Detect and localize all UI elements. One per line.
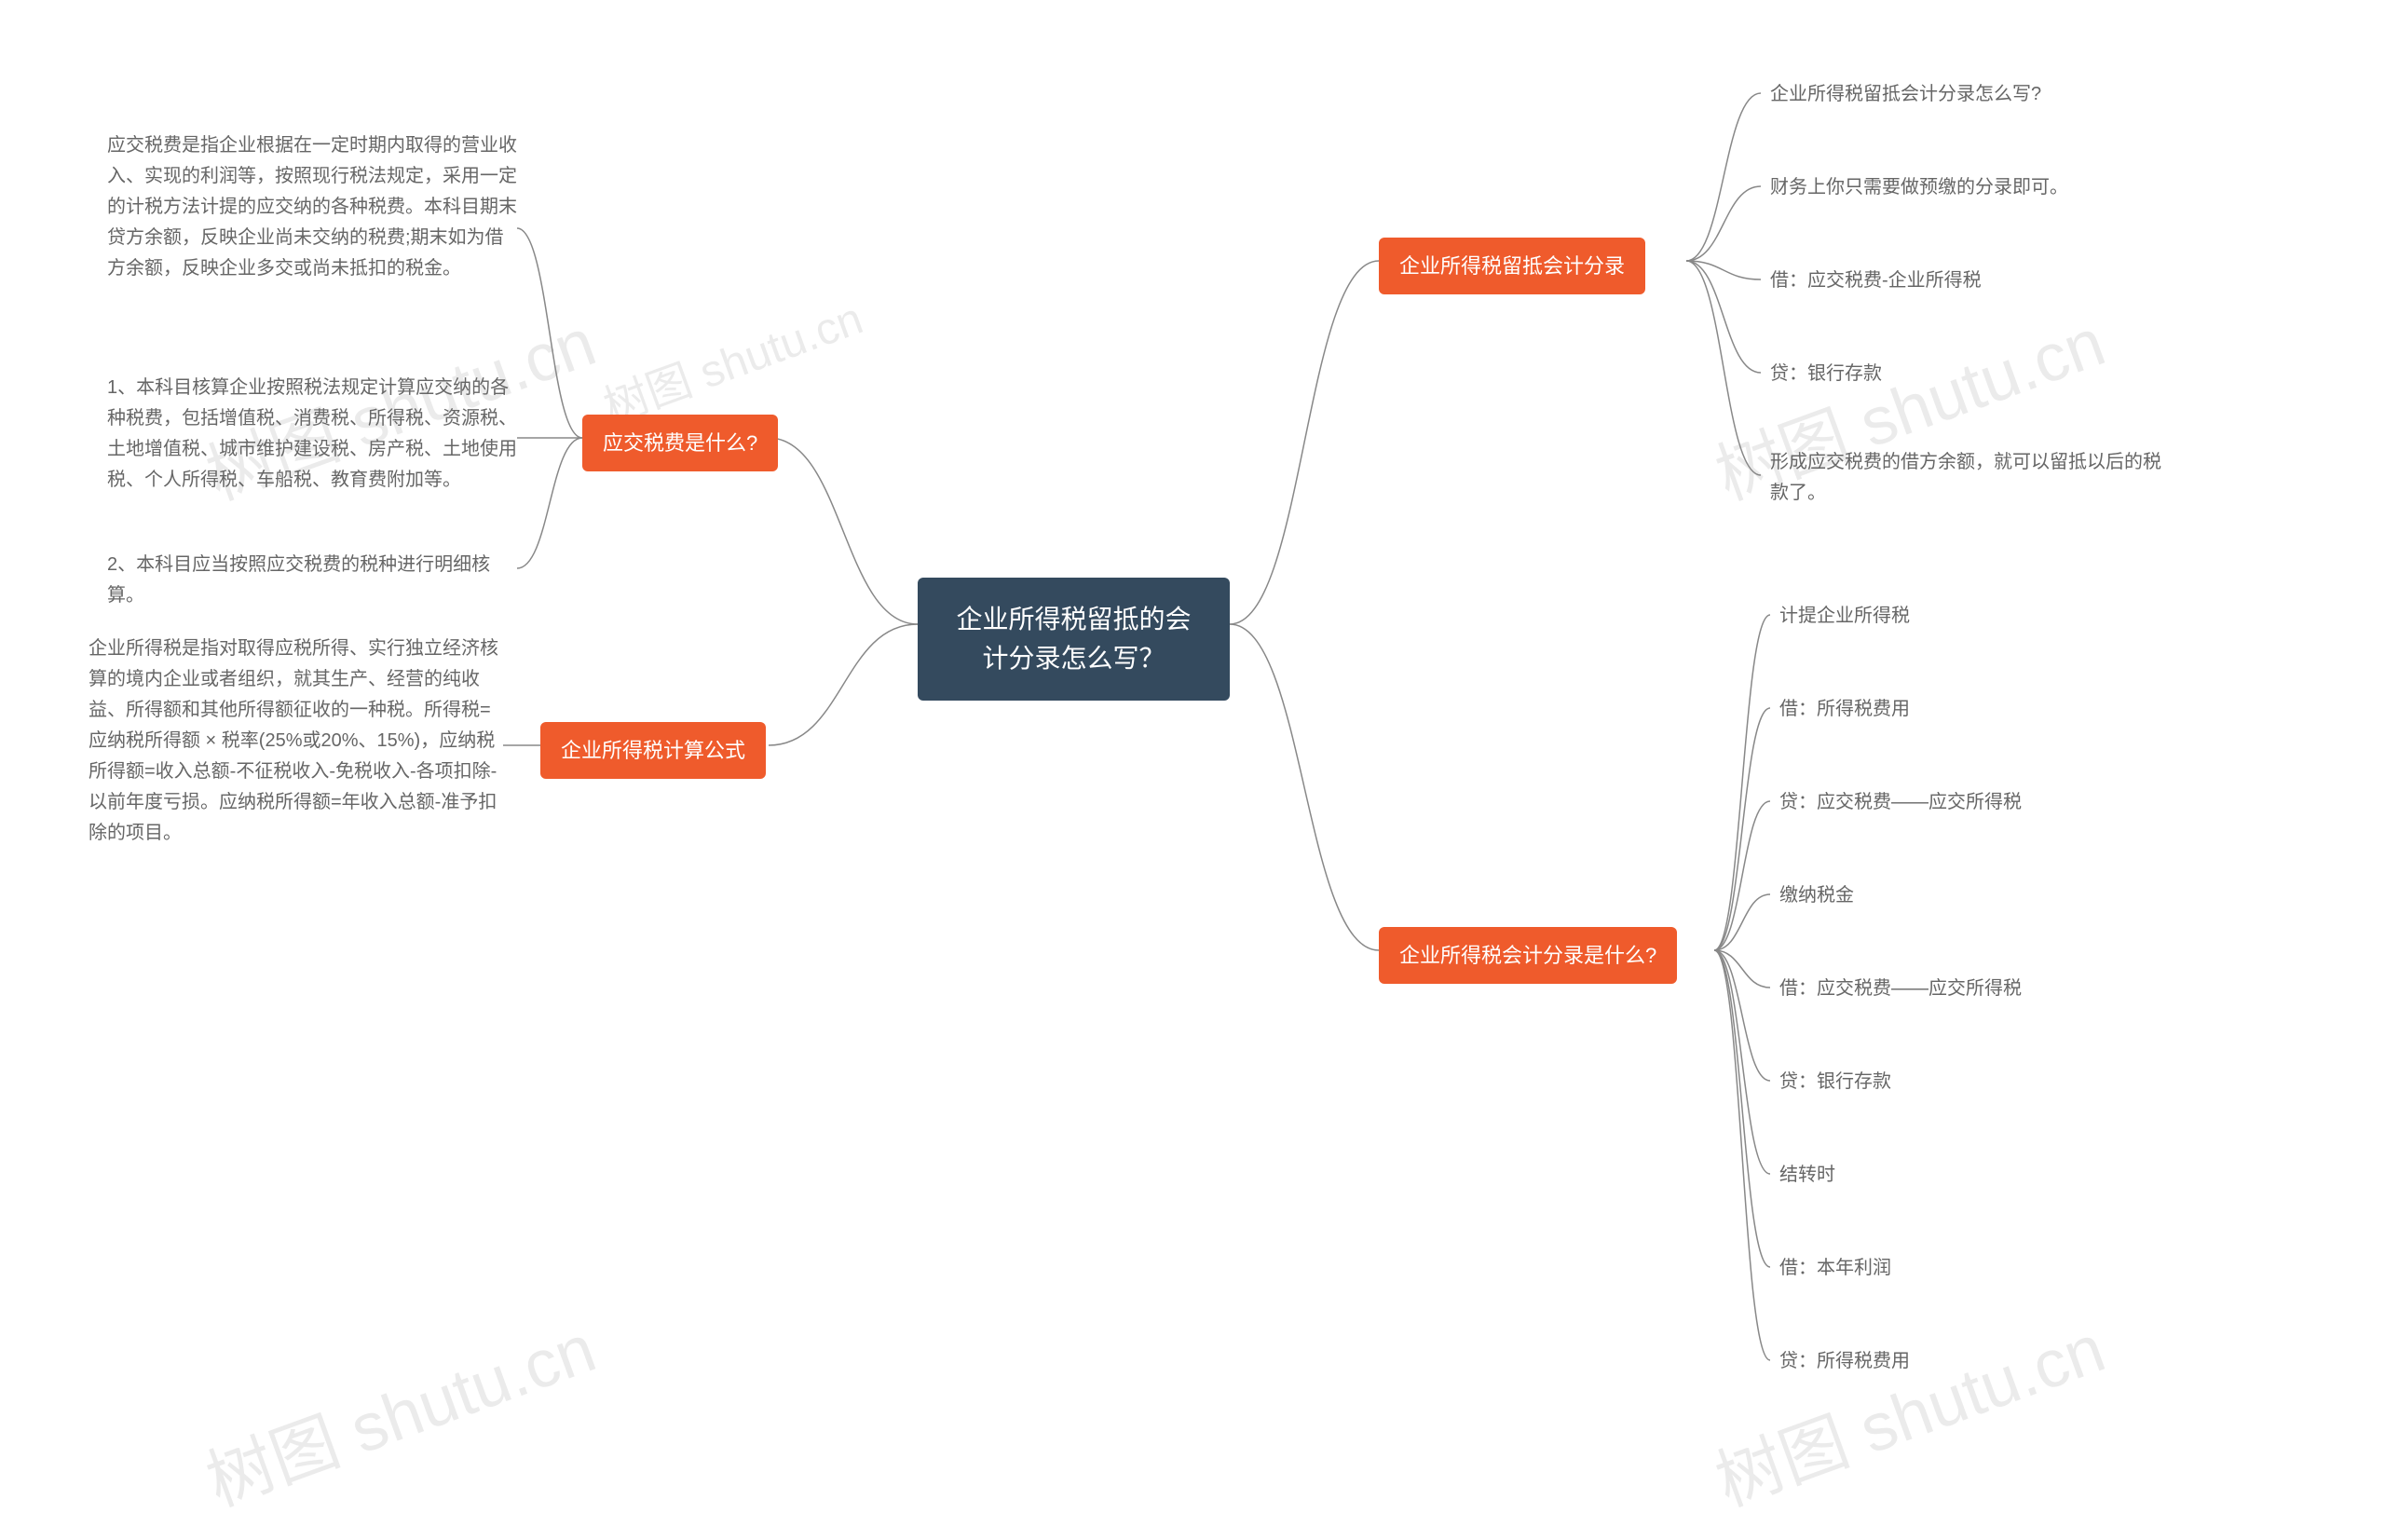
leaf-r2-3: 缴纳税金 [1779, 880, 1854, 911]
leaf-l1-0: 应交税费是指企业根据在一定时期内取得的营业收入、实现的利润等，按照现行税法规定，… [107, 130, 517, 284]
leaf-l1-1: 1、本科目核算企业按照税法规定计算应交纳的各种税费，包括增值税、消费税、所得税、… [107, 373, 517, 496]
leaf-r2-0: 计提企业所得税 [1779, 601, 1910, 632]
leaf-r2-4: 借：应交税费——应交所得税 [1779, 974, 2022, 1004]
watermark: 树图 shutu.cn [1700, 1294, 2116, 1525]
leaf-r2-2: 贷：应交税费——应交所得税 [1779, 787, 2022, 818]
leaf-r2-8: 贷：所得税费用 [1779, 1346, 1910, 1377]
leaf-l2-0: 企业所得税是指对取得应税所得、实行独立经济核算的境内企业或者组织，就其生产、经营… [89, 634, 503, 849]
leaf-r2-1: 借：所得税费用 [1779, 694, 1910, 725]
branch-left1[interactable]: 应交税费是什么? [582, 415, 778, 471]
leaf-r1-1: 财务上你只需要做预缴的分录即可。 [1770, 172, 2068, 203]
branch-right2[interactable]: 企业所得税会计分录是什么? [1379, 927, 1677, 984]
leaf-r1-3: 贷：银行存款 [1770, 359, 1882, 389]
leaf-r2-7: 借：本年利润 [1779, 1253, 1891, 1284]
leaf-r1-2: 借：应交税费-企业所得税 [1770, 266, 1982, 296]
leaf-r2-5: 贷：银行存款 [1779, 1067, 1891, 1097]
leaf-r1-0: 企业所得税留抵会计分录怎么写? [1770, 79, 2041, 110]
branch-left2[interactable]: 企业所得税计算公式 [540, 722, 766, 779]
leaf-l1-2: 2、本科目应当按照应交税费的税种进行明细核算。 [107, 550, 517, 611]
root-node[interactable]: 企业所得税留抵的会计分录怎么写？ [918, 578, 1230, 701]
watermark: 树图 shutu.cn [191, 1294, 606, 1525]
watermark: 树图 shutu.cn [593, 281, 870, 435]
leaf-r2-6: 结转时 [1779, 1160, 1835, 1191]
leaf-r1-4: 形成应交税费的借方余额，就可以留抵以后的税款了。 [1770, 447, 2161, 509]
branch-right1[interactable]: 企业所得税留抵会计分录 [1379, 238, 1645, 294]
